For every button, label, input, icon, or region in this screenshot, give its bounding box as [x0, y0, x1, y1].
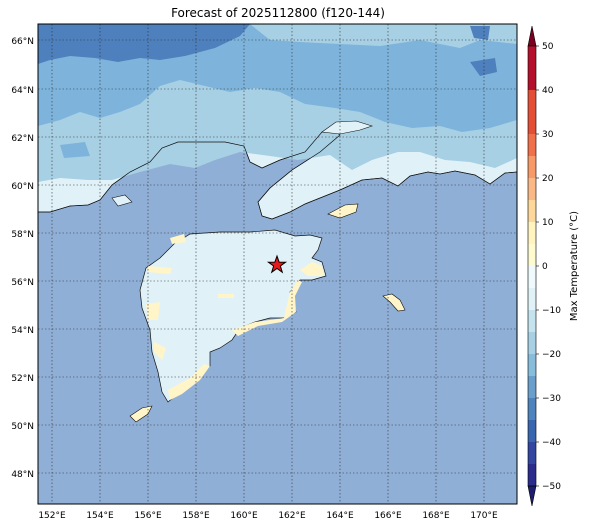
bay-islet: [111, 194, 133, 207]
colorbar-segment: [528, 156, 536, 178]
lon-label: 152°E: [38, 511, 66, 521]
lat-label: 56°N: [11, 278, 34, 288]
arctic-band-light-2: [250, 24, 517, 48]
colorbar-segment: [528, 420, 536, 442]
colorbar: 50 40 30 20 10 0 −10 −20 −30 −40 −50 Max…: [527, 25, 580, 507]
colorbar-tick: −40: [542, 438, 561, 448]
lon-label: 168°E: [422, 511, 450, 521]
colorbar-segment: [528, 134, 536, 156]
longitude-labels: 152°E 154°E 156°E 158°E 160°E 162°E 164°…: [38, 511, 498, 521]
lon-label: 160°E: [230, 511, 258, 521]
lat-label: 66°N: [11, 37, 34, 47]
colorbar-tick: −20: [542, 350, 561, 360]
colorbar-segment: [528, 354, 536, 376]
colorbar-arrow-top: [527, 25, 537, 47]
colorbar-tick: 30: [542, 130, 554, 140]
lat-label: 54°N: [11, 326, 34, 336]
warm-patch-sw: [154, 342, 166, 360]
warm-patch-east: [232, 280, 302, 336]
kuril-island: [129, 405, 153, 423]
colorbar-tick: −10: [542, 306, 561, 316]
colorbar-segment: [528, 178, 536, 200]
warm-patch-south: [168, 364, 210, 400]
lat-label: 50°N: [11, 422, 34, 432]
colorbar-segment: [528, 90, 536, 112]
lon-label: 164°E: [326, 511, 354, 521]
colorbar-segment: [528, 68, 536, 90]
colorbar-segment: [528, 244, 536, 266]
colorbar-segment: [528, 398, 536, 420]
colorbar-segment: [528, 310, 536, 332]
location-star-marker: [266, 254, 288, 274]
lat-label: 52°N: [11, 374, 34, 384]
lon-label: 156°E: [134, 511, 162, 521]
colorbar-tick: 0: [542, 262, 548, 272]
colorbar-segment: [528, 200, 536, 222]
colorbar-segment: [528, 266, 536, 288]
northern-coastline: [38, 127, 517, 220]
karaginsky-island: [327, 203, 359, 219]
warm-patch-mid-west: [148, 266, 172, 274]
warm-patch-ne: [300, 262, 324, 276]
arctic-mid-patch: [60, 142, 90, 158]
lon-label: 170°E: [470, 511, 498, 521]
latitude-labels: 66°N 64°N 62°N 60°N 58°N 56°N 54°N 52°N …: [11, 37, 34, 480]
colorbar-segment: [528, 112, 536, 134]
warm-patch-inland: [218, 294, 234, 298]
colorbar-tick: −30: [542, 394, 561, 404]
colorbar-segment: [528, 376, 536, 398]
colorbar-segment: [528, 222, 536, 244]
map-frame: [37, 23, 518, 505]
lat-label: 62°N: [11, 134, 34, 144]
colorbar-arrow-bottom: [527, 485, 537, 507]
colorbar-tick: 20: [542, 174, 554, 184]
lat-label: 48°N: [11, 470, 34, 480]
arctic-band-dark: [38, 24, 250, 64]
warm-patch-north: [170, 234, 186, 244]
arctic-dark-patch-2: [470, 26, 490, 40]
colorbar-segment: [528, 288, 536, 310]
arctic-dark-patch-1: [470, 58, 497, 76]
lon-label: 162°E: [278, 511, 306, 521]
lon-label: 166°E: [374, 511, 402, 521]
colorbar-segment: [528, 332, 536, 354]
colorbar-tick: −50: [542, 482, 561, 492]
colorbar-segment: [528, 46, 536, 68]
lat-label: 64°N: [11, 86, 34, 96]
colorbar-tick: 40: [542, 86, 554, 96]
map-body: [38, 24, 517, 504]
colorbar-tick: 10: [542, 218, 554, 228]
warm-patch-west: [146, 302, 160, 320]
lon-label: 158°E: [182, 511, 210, 521]
colorbar-segment: [528, 464, 536, 486]
lon-label: 154°E: [86, 511, 114, 521]
lat-label: 60°N: [11, 182, 34, 192]
colorbar-label: Max Temperature (°C): [569, 211, 580, 321]
colorbar-segment: [528, 442, 536, 464]
lat-label: 58°N: [11, 230, 34, 240]
graticule: [38, 24, 517, 504]
commander-island: [382, 293, 406, 312]
map-title: Forecast of 2025112800 (f120-144): [171, 6, 385, 20]
colorbar-tick: 50: [542, 42, 554, 52]
